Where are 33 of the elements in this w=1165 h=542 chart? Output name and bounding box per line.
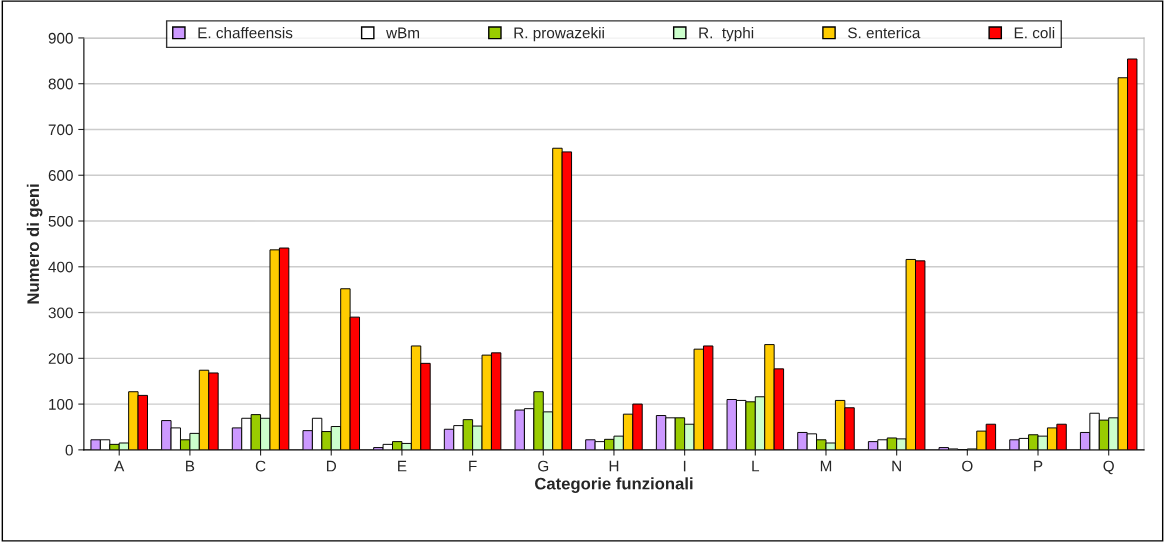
y-tick-label: 700 (48, 124, 73, 136)
x-tick-label: F (469, 460, 477, 472)
y-tick-label: 400 (48, 261, 73, 273)
x-tick-label: P (1034, 460, 1043, 472)
y-tick-label: 0 (65, 444, 73, 456)
x-axis-title: Categorie funzionali (535, 477, 693, 493)
y-tick-label: 800 (48, 78, 73, 90)
x-tick-label: B (186, 460, 195, 472)
x-tick-label: H (609, 460, 619, 472)
y-tick-label: 200 (48, 353, 73, 365)
x-tick-label: O (962, 460, 973, 472)
x-tick-label: A (114, 460, 125, 472)
x-tick-label: Q (1103, 460, 1114, 475)
x-tick-label: E (398, 460, 407, 472)
x-tick-label: I (683, 460, 686, 472)
legend-label: R. prowazekii (514, 27, 604, 42)
legend-label: R. typhi (699, 27, 754, 42)
x-tick-label: C (255, 460, 266, 472)
y-axis-title: Numero di geni (26, 184, 43, 304)
legend-label: S. enterica (848, 27, 921, 39)
y-tick-label: 300 (48, 307, 73, 319)
x-tick-label: G (538, 460, 549, 472)
legend-label: E. coli (1014, 27, 1055, 39)
legend-label: wBm (386, 27, 420, 39)
y-tick-label: 900 (48, 32, 73, 44)
x-tick-label: M (820, 460, 832, 472)
y-tick-label: 100 (49, 398, 73, 410)
x-tick-label: N (892, 460, 901, 472)
y-tick-label: 600 (48, 170, 73, 181)
x-tick-label: D (326, 460, 337, 472)
legend-label: E. chaffeensis (198, 27, 293, 39)
y-tick-label: 500 (48, 215, 73, 227)
x-tick-label: L (752, 460, 760, 472)
